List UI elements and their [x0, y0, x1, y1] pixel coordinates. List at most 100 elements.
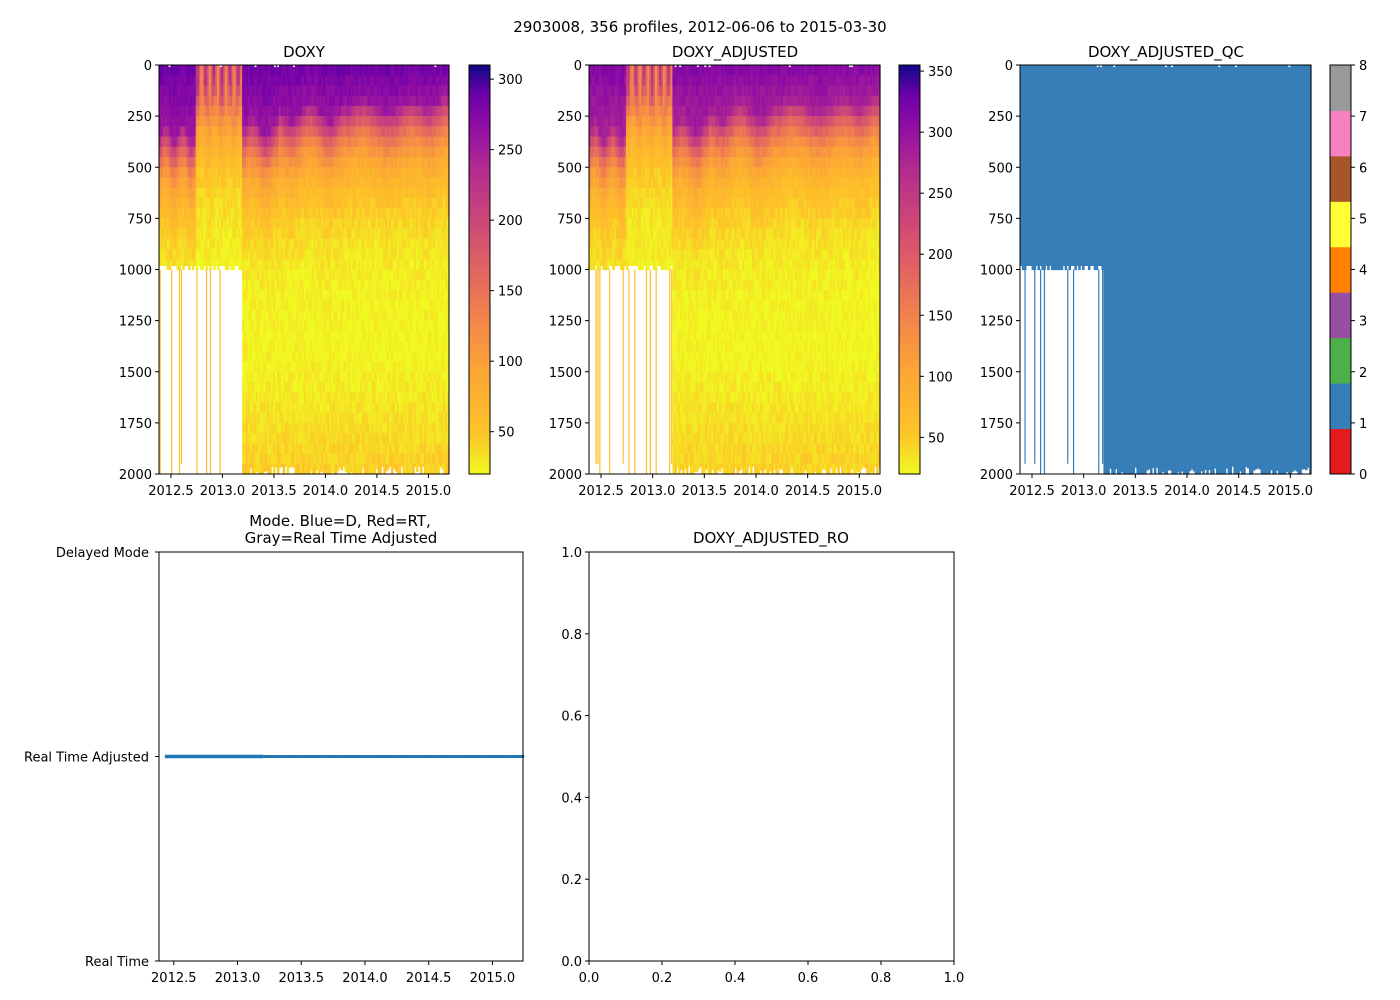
heatmap-cell: [195, 75, 199, 87]
heatmap-cell: [201, 259, 205, 271]
heatmap-cell: [170, 259, 174, 266]
heatmap-cell: [255, 289, 259, 301]
heatmap-cell: [261, 136, 264, 148]
heatmap-cell: [230, 75, 234, 87]
heatmap-cell: [234, 157, 237, 168]
heatmap-cell: [184, 249, 187, 260]
heatmap-cell: [176, 157, 179, 168]
heatmap-cell: [263, 412, 266, 424]
heatmap-cell: [280, 177, 284, 189]
heatmap-cell: [174, 197, 177, 209]
heatmap-cell: [230, 238, 234, 250]
heatmap-cell: [226, 85, 230, 97]
heatmap-cell: [257, 320, 261, 332]
heatmap-cell: [184, 116, 187, 127]
heatmap-cell: [253, 453, 257, 465]
heatmap-cell: [224, 75, 228, 87]
heatmap-cell: [189, 197, 193, 209]
heatmap-cell: [249, 228, 253, 240]
heatmap-cell: [174, 208, 177, 219]
heatmap-cell: [209, 157, 212, 168]
heatmap-cell: [249, 146, 253, 158]
heatmap-cell: [186, 167, 189, 179]
heatmap-cell: [226, 249, 230, 260]
heatmap-cell: [271, 402, 274, 414]
heatmap-cell: [244, 371, 247, 383]
heatmap-cell: [253, 269, 257, 281]
heatmap-cell: [246, 453, 249, 465]
heatmap-cell: [170, 116, 174, 127]
heatmap-cell: [249, 105, 253, 117]
heatmap-cell: [234, 259, 237, 266]
heatmap-cell: [230, 187, 234, 199]
heatmap-cell: [162, 146, 166, 158]
heatmap-cell: [263, 65, 266, 76]
heatmap-cell: [253, 157, 257, 168]
heatmap-cell: [207, 126, 210, 138]
heatmap-cell: [253, 443, 257, 455]
heatmap-cell: [269, 136, 272, 148]
heatmap-cell: [257, 300, 261, 311]
heatmap-cell: [259, 228, 263, 240]
heatmap-cell: [267, 453, 270, 465]
heatmap-cell: [265, 218, 268, 230]
heatmap-cell: [174, 136, 177, 148]
heatmap-cell: [249, 310, 253, 322]
heatmap-cell: [174, 157, 177, 168]
heatmap-cell: [182, 126, 185, 138]
heatmap-cell: [259, 402, 263, 414]
heatmap-cell: [263, 463, 266, 473]
heatmap-cell: [247, 75, 251, 87]
heatmap-cell: [273, 381, 276, 393]
heatmap-cell: [259, 381, 263, 393]
heatmap-cell: [275, 238, 278, 250]
heatmap-cell: [174, 146, 177, 158]
heatmap-cell: [251, 422, 255, 434]
heatmap-cell: [269, 433, 272, 444]
heatmap-cell: [257, 65, 261, 76]
heatmap-cell: [244, 351, 247, 363]
heatmap-cell: [164, 218, 168, 230]
heatmap-cell: [278, 157, 282, 168]
heatmap-cells: [159, 65, 450, 475]
heatmap-cell: [218, 85, 222, 97]
heatmap-cell: [253, 412, 257, 424]
heatmap-cell: [263, 453, 266, 465]
heatmap-cell: [201, 126, 205, 138]
heatmap-cell: [255, 116, 259, 127]
heatmap-cell: [203, 197, 206, 209]
heatmap-cell: [217, 65, 220, 76]
heatmap-cell: [213, 218, 216, 230]
heatmap-cell: [267, 279, 270, 291]
heatmap-cell: [182, 65, 185, 76]
heatmap-cell: [197, 146, 201, 158]
heatmap-cell: [166, 218, 170, 230]
heatmap-cell: [242, 85, 245, 97]
heatmap-cell: [255, 320, 259, 332]
heatmap-cell: [255, 126, 259, 138]
heatmap-cell: [213, 75, 216, 87]
heatmap-cell: [261, 330, 264, 342]
heatmap-cell: [160, 197, 164, 209]
heatmap-cell: [251, 259, 255, 271]
heatmap-cell: [160, 65, 164, 76]
heatmap-cell: [278, 463, 282, 468]
heatmap-cell: [280, 310, 284, 322]
heatmap-cell: [253, 402, 257, 414]
heatmap-cell: [222, 187, 226, 199]
heatmap-cell: [176, 116, 179, 127]
heatmap-cell: [238, 105, 241, 117]
heatmap-cell: [267, 177, 270, 189]
heatmap-cell: [263, 381, 266, 393]
heatmap-cell: [275, 433, 278, 444]
heatmap-cell: [251, 95, 255, 107]
heatmap-cell: [218, 105, 222, 117]
heatmap-cell: [184, 105, 187, 117]
heatmap-cell: [257, 381, 261, 393]
heatmap-cell: [259, 249, 263, 260]
heatmap-cell: [160, 218, 164, 230]
heatmap-cell: [228, 259, 232, 266]
heatmap-cell: [207, 167, 210, 179]
heatmap-cell: [230, 167, 234, 179]
heatmap-cell: [267, 422, 270, 434]
